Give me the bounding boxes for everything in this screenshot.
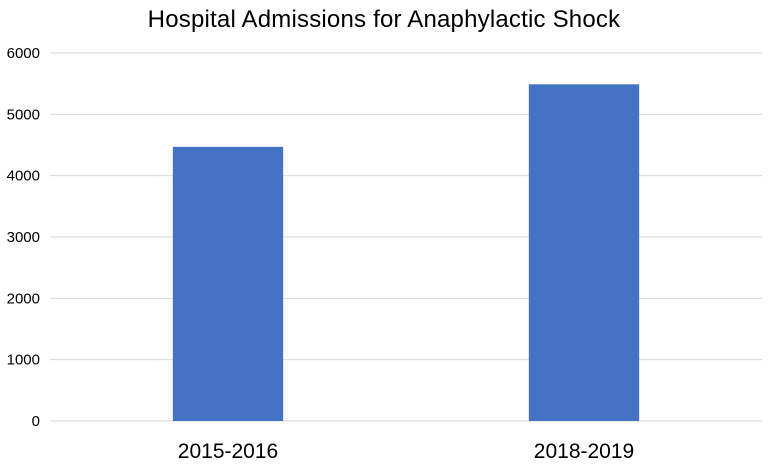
y-axis-ticks: 0 1000 2000 3000 4000 5000 6000 (7, 45, 40, 430)
y-tick-label: 6000 (7, 45, 40, 62)
y-tick-label: 0 (32, 413, 40, 430)
y-tick-label: 2000 (7, 290, 40, 307)
y-tick-label: 1000 (7, 352, 40, 369)
x-tick-label: 2018-2019 (534, 440, 634, 463)
bar-2018-2019 (528, 84, 640, 421)
bar-2015-2016 (172, 146, 284, 421)
x-tick-label: 2015-2016 (178, 440, 278, 463)
y-tick-label: 5000 (7, 106, 40, 123)
x-axis-ticks: 2015-2016 2018-2019 (178, 440, 634, 463)
chart-title: Hospital Admissions for Anaphylactic Sho… (147, 6, 621, 33)
gridlines (50, 52, 762, 422)
y-tick-label: 4000 (7, 168, 40, 185)
bars (172, 84, 640, 421)
y-tick-label: 3000 (7, 229, 40, 246)
